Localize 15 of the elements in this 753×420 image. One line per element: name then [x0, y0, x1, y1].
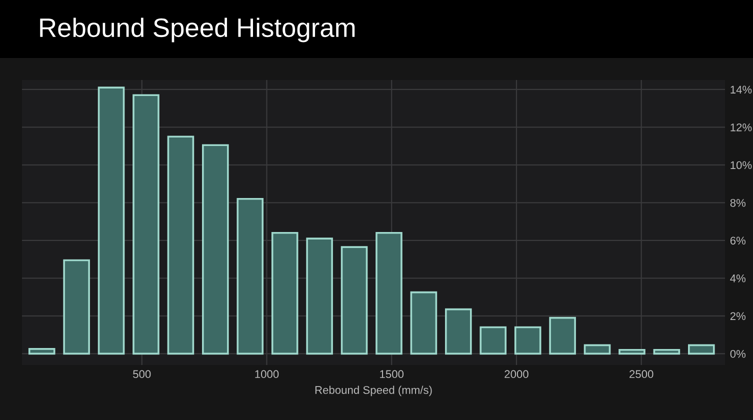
- x-axis-title: Rebound Speed (mm/s): [315, 386, 432, 396]
- y-tick-label: 14%: [730, 86, 752, 94]
- x-tick-label: 2000: [504, 370, 528, 378]
- x-tick-label: 500: [133, 370, 151, 378]
- x-tick-label: 1000: [255, 370, 279, 378]
- y-tick-label: 0%: [730, 350, 746, 358]
- y-tick-label: 12%: [730, 123, 752, 132]
- y-tick-label: 8%: [730, 198, 746, 207]
- y-tick-label: 6%: [730, 236, 746, 245]
- chart-title: Rebound Speed Histogram: [40, 18, 355, 42]
- y-tick-label: 10%: [730, 161, 752, 170]
- x-tick-label: 2500: [630, 370, 654, 378]
- y-tick-label: 2%: [730, 312, 746, 320]
- x-tick-label: 1500: [380, 370, 404, 378]
- y-tick-label: 4%: [730, 274, 746, 282]
